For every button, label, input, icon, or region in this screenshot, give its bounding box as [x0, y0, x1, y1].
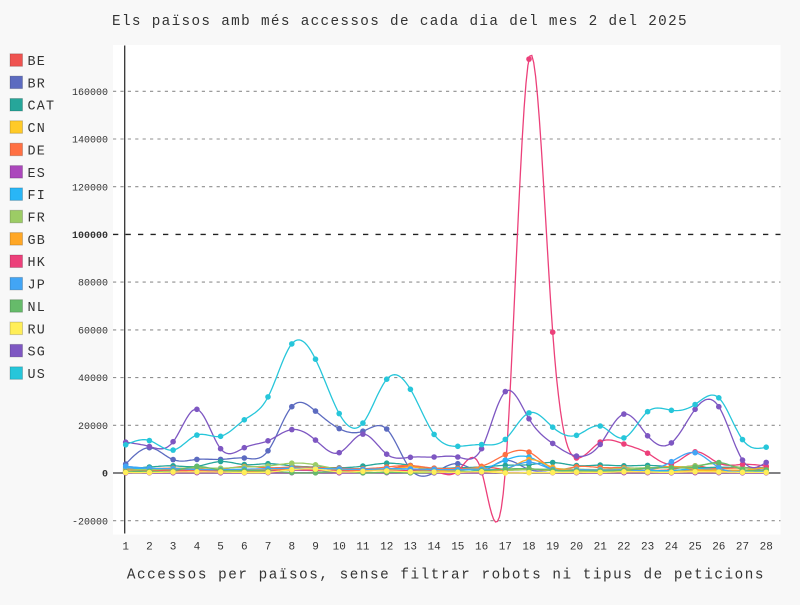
svg-text:FR: FR	[28, 212, 46, 227]
svg-text:FI: FI	[28, 189, 46, 204]
svg-text:40000: 40000	[78, 374, 108, 385]
svg-text:4: 4	[194, 542, 201, 554]
svg-text:19: 19	[546, 542, 559, 554]
svg-text:12: 12	[380, 542, 393, 554]
svg-text:23: 23	[641, 542, 654, 554]
svg-text:DE: DE	[28, 144, 46, 159]
svg-text:20: 20	[570, 542, 583, 554]
svg-text:60000: 60000	[78, 327, 108, 338]
svg-text:-20000: -20000	[72, 517, 108, 528]
svg-text:13: 13	[404, 542, 417, 554]
svg-text:17: 17	[499, 542, 512, 554]
svg-text:Accessos per països, sense fil: Accessos per països, sense filtrar robot…	[127, 568, 765, 584]
svg-text:26: 26	[712, 542, 725, 554]
svg-text:10: 10	[333, 542, 346, 554]
svg-text:2: 2	[146, 542, 153, 554]
svg-text:120000: 120000	[72, 183, 108, 194]
svg-text:16: 16	[475, 542, 488, 554]
svg-text:ES: ES	[28, 167, 46, 182]
svg-text:SG: SG	[28, 346, 46, 361]
svg-text:JP: JP	[28, 279, 46, 294]
svg-text:20000: 20000	[78, 422, 108, 433]
svg-text:8: 8	[288, 542, 295, 554]
svg-text:22: 22	[617, 542, 630, 554]
svg-text:24: 24	[665, 542, 679, 554]
svg-text:CAT: CAT	[28, 100, 56, 115]
svg-text:0: 0	[102, 470, 108, 481]
svg-text:GB: GB	[28, 234, 46, 249]
svg-text:9: 9	[312, 542, 319, 554]
svg-text:1: 1	[122, 542, 129, 554]
svg-text:15: 15	[451, 542, 464, 554]
svg-text:HK: HK	[28, 256, 46, 271]
svg-text:BE: BE	[28, 55, 46, 70]
svg-text:NL: NL	[28, 301, 46, 316]
svg-text:11: 11	[356, 542, 370, 554]
svg-text:25: 25	[688, 542, 701, 554]
svg-text:80000: 80000	[78, 279, 108, 290]
svg-text:6: 6	[241, 542, 248, 554]
svg-text:BR: BR	[28, 77, 46, 92]
svg-text:18: 18	[522, 542, 535, 554]
svg-text:140000: 140000	[72, 136, 108, 147]
svg-text:27: 27	[736, 542, 749, 554]
svg-text:7: 7	[265, 542, 272, 554]
svg-text:100000: 100000	[72, 231, 108, 242]
svg-text:RU: RU	[28, 323, 46, 338]
svg-text:14: 14	[427, 542, 441, 554]
svg-text:3: 3	[170, 542, 177, 554]
svg-text:US: US	[28, 368, 46, 383]
svg-text:5: 5	[217, 542, 224, 554]
svg-text:160000: 160000	[72, 88, 108, 99]
svg-text:28: 28	[760, 542, 773, 554]
svg-text:CN: CN	[28, 122, 46, 137]
svg-text:Els països amb més accessos de: Els països amb més accessos de cada dia …	[112, 14, 688, 30]
svg-text:21: 21	[594, 542, 608, 554]
